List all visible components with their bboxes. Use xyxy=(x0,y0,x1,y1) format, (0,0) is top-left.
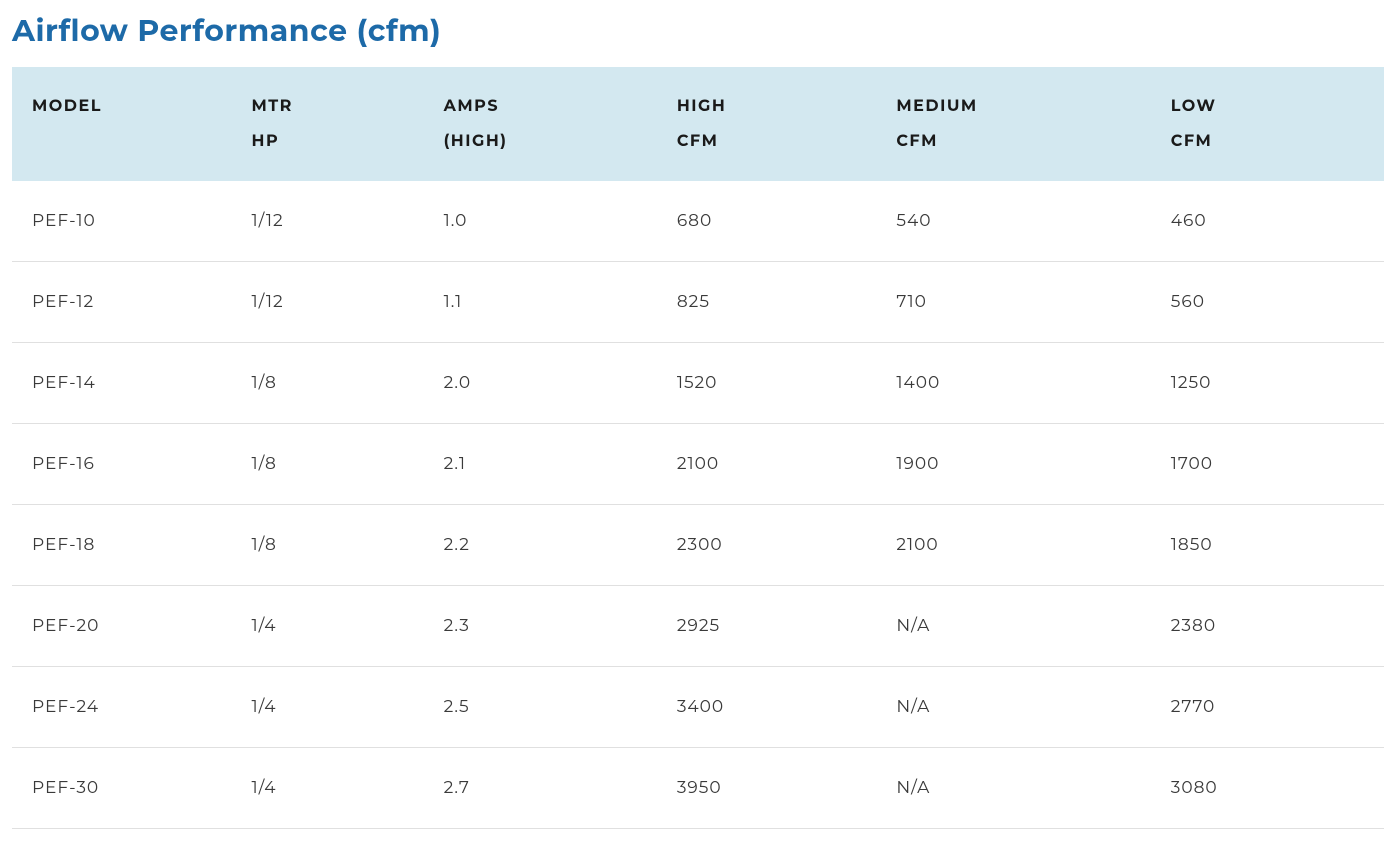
header-text: LOW xyxy=(1171,97,1217,116)
page-title: Airflow Performance (cfm) xyxy=(12,12,1384,49)
cell-model: PEF-18 xyxy=(12,505,232,586)
cell-high-cfm: 2925 xyxy=(657,586,877,667)
cell-low-cfm: 1850 xyxy=(1151,505,1384,586)
cell-model: PEF-20 xyxy=(12,586,232,667)
cell-high-cfm: 680 xyxy=(657,181,877,262)
cell-low-cfm: 2770 xyxy=(1151,667,1384,748)
airflow-performance-table: MODEL MTR HP AMPS (HIGH) HIGH CFM MEDIUM… xyxy=(12,67,1384,829)
cell-mtr-hp: 1/4 xyxy=(232,667,424,748)
cell-model: PEF-30 xyxy=(12,748,232,829)
cell-low-cfm: 1250 xyxy=(1151,343,1384,424)
header-text: MEDIUM xyxy=(896,97,977,116)
column-header-high-cfm: HIGH CFM xyxy=(657,67,877,181)
column-header-amps: AMPS (HIGH) xyxy=(424,67,657,181)
cell-medium-cfm: 710 xyxy=(876,262,1150,343)
table-row: PEF-30 1/4 2.7 3950 N/A 3080 xyxy=(12,748,1384,829)
cell-amps: 2.7 xyxy=(424,748,657,829)
cell-high-cfm: 825 xyxy=(657,262,877,343)
table-row: PEF-14 1/8 2.0 1520 1400 1250 xyxy=(12,343,1384,424)
cell-amps: 1.1 xyxy=(424,262,657,343)
cell-medium-cfm: N/A xyxy=(876,586,1150,667)
cell-medium-cfm: 540 xyxy=(876,181,1150,262)
cell-amps: 2.1 xyxy=(424,424,657,505)
table-row: PEF-12 1/12 1.1 825 710 560 xyxy=(12,262,1384,343)
header-text: HIGH xyxy=(677,97,726,116)
table-row: PEF-18 1/8 2.2 2300 2100 1850 xyxy=(12,505,1384,586)
cell-mtr-hp: 1/8 xyxy=(232,343,424,424)
header-text: HP xyxy=(252,132,280,151)
cell-high-cfm: 3950 xyxy=(657,748,877,829)
cell-medium-cfm: N/A xyxy=(876,748,1150,829)
cell-amps: 2.5 xyxy=(424,667,657,748)
cell-mtr-hp: 1/12 xyxy=(232,181,424,262)
cell-amps: 2.0 xyxy=(424,343,657,424)
cell-amps: 2.3 xyxy=(424,586,657,667)
cell-medium-cfm: 1400 xyxy=(876,343,1150,424)
cell-low-cfm: 2380 xyxy=(1151,586,1384,667)
cell-mtr-hp: 1/4 xyxy=(232,586,424,667)
cell-low-cfm: 1700 xyxy=(1151,424,1384,505)
cell-high-cfm: 3400 xyxy=(657,667,877,748)
cell-model: PEF-16 xyxy=(12,424,232,505)
cell-model: PEF-14 xyxy=(12,343,232,424)
cell-amps: 2.2 xyxy=(424,505,657,586)
header-text: (HIGH) xyxy=(444,132,508,151)
header-text: AMPS xyxy=(444,97,499,116)
cell-mtr-hp: 1/8 xyxy=(232,424,424,505)
column-header-medium-cfm: MEDIUM CFM xyxy=(876,67,1150,181)
header-text: CFM xyxy=(1171,132,1213,151)
table-row: PEF-10 1/12 1.0 680 540 460 xyxy=(12,181,1384,262)
column-header-model: MODEL xyxy=(12,67,232,181)
header-text: MODEL xyxy=(32,97,102,116)
table-header-row: MODEL MTR HP AMPS (HIGH) HIGH CFM MEDIUM… xyxy=(12,67,1384,181)
cell-high-cfm: 2300 xyxy=(657,505,877,586)
cell-model: PEF-12 xyxy=(12,262,232,343)
cell-medium-cfm: 1900 xyxy=(876,424,1150,505)
column-header-mtr-hp: MTR HP xyxy=(232,67,424,181)
header-text: CFM xyxy=(896,132,938,151)
table-row: PEF-20 1/4 2.3 2925 N/A 2380 xyxy=(12,586,1384,667)
cell-high-cfm: 2100 xyxy=(657,424,877,505)
cell-low-cfm: 560 xyxy=(1151,262,1384,343)
column-header-low-cfm: LOW CFM xyxy=(1151,67,1384,181)
table-body: PEF-10 1/12 1.0 680 540 460 PEF-12 1/12 … xyxy=(12,181,1384,829)
cell-model: PEF-24 xyxy=(12,667,232,748)
cell-medium-cfm: 2100 xyxy=(876,505,1150,586)
cell-high-cfm: 1520 xyxy=(657,343,877,424)
cell-low-cfm: 3080 xyxy=(1151,748,1384,829)
header-text: CFM xyxy=(677,132,719,151)
cell-model: PEF-10 xyxy=(12,181,232,262)
cell-mtr-hp: 1/12 xyxy=(232,262,424,343)
cell-mtr-hp: 1/8 xyxy=(232,505,424,586)
table-row: PEF-16 1/8 2.1 2100 1900 1700 xyxy=(12,424,1384,505)
table-row: PEF-24 1/4 2.5 3400 N/A 2770 xyxy=(12,667,1384,748)
cell-medium-cfm: N/A xyxy=(876,667,1150,748)
header-text: MTR xyxy=(252,97,293,116)
cell-amps: 1.0 xyxy=(424,181,657,262)
cell-mtr-hp: 1/4 xyxy=(232,748,424,829)
cell-low-cfm: 460 xyxy=(1151,181,1384,262)
